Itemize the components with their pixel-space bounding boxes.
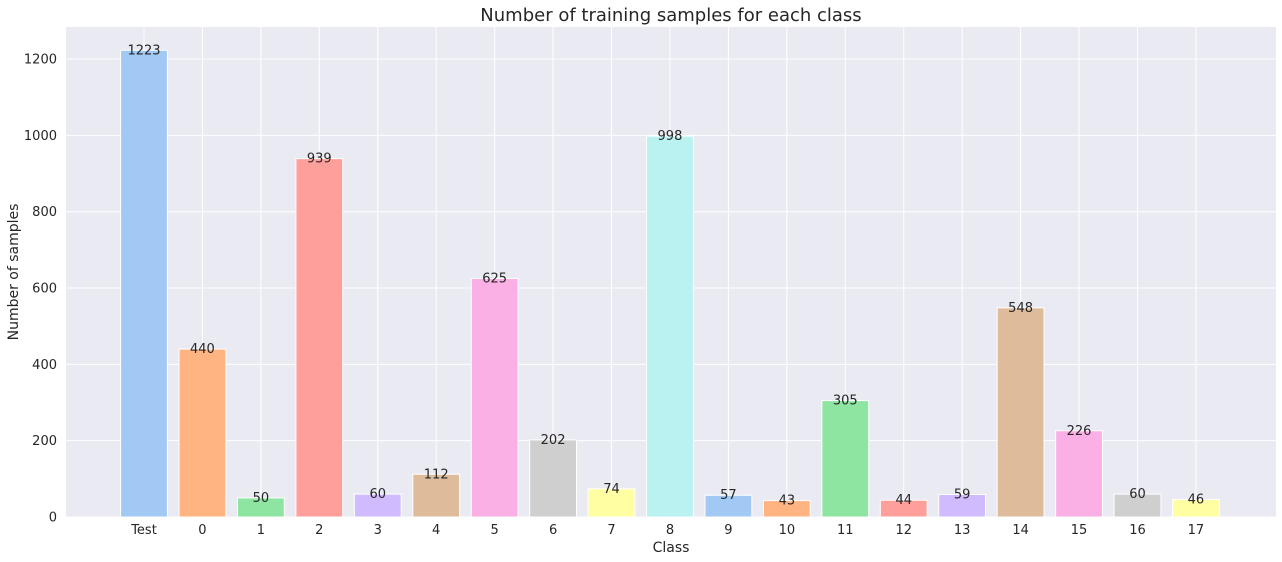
y-tick-label: 1200 bbox=[24, 53, 57, 68]
bar-6 bbox=[529, 439, 577, 518]
x-tick-label: 12 bbox=[895, 523, 912, 538]
x-tick-label: 8 bbox=[666, 523, 674, 538]
data-label: 625 bbox=[482, 271, 507, 286]
bar-7 bbox=[587, 488, 636, 518]
data-label: 440 bbox=[190, 342, 215, 357]
data-label: 305 bbox=[833, 394, 858, 409]
y-tick-label: 0 bbox=[49, 511, 57, 526]
x-tick-label: 6 bbox=[549, 523, 557, 538]
bar-13 bbox=[938, 493, 987, 518]
x-tick-label: 1 bbox=[257, 523, 265, 538]
x-tick-label: 16 bbox=[1129, 523, 1146, 538]
x-tick-label: 5 bbox=[490, 523, 498, 538]
data-label: 50 bbox=[253, 491, 270, 506]
bar-2 bbox=[295, 158, 344, 518]
y-axis-ticks: 0 200 400 600 800 1000 1200 bbox=[24, 53, 57, 526]
data-label: 57 bbox=[720, 488, 737, 503]
data-label: 59 bbox=[954, 487, 971, 502]
bar-12 bbox=[879, 499, 928, 518]
data-label: 60 bbox=[369, 487, 386, 502]
x-axis-ticks: Test 0 1 2 3 4 5 6 7 8 9 10 11 12 13 14 15 16 17 bbox=[130, 523, 1204, 538]
bar-8 bbox=[646, 135, 694, 518]
y-tick-label: 800 bbox=[32, 205, 57, 220]
data-label: 43 bbox=[779, 494, 796, 509]
bar-11 bbox=[821, 400, 870, 518]
data-label: 548 bbox=[1008, 301, 1033, 316]
y-tick-label: 200 bbox=[32, 434, 57, 449]
data-label: 46 bbox=[1188, 492, 1205, 507]
bar-17 bbox=[1172, 498, 1220, 518]
x-tick-label: 13 bbox=[954, 523, 971, 538]
y-tick-label: 600 bbox=[32, 282, 57, 297]
data-label: 226 bbox=[1067, 424, 1092, 439]
bar-test bbox=[120, 49, 168, 518]
x-tick-label: 10 bbox=[779, 523, 796, 538]
data-label: 74 bbox=[603, 482, 620, 497]
bar-9 bbox=[704, 494, 753, 518]
bar-14 bbox=[996, 307, 1045, 518]
bar-0 bbox=[178, 348, 227, 518]
chart-title: Number of training samples for each clas… bbox=[480, 5, 861, 26]
x-tick-label: 0 bbox=[198, 523, 206, 538]
bar-15 bbox=[1055, 430, 1103, 518]
data-label: 939 bbox=[307, 152, 332, 167]
x-tick-label: Test bbox=[130, 523, 157, 538]
x-tick-label: 14 bbox=[1012, 523, 1029, 538]
x-tick-label: 11 bbox=[837, 523, 854, 538]
x-axis-label: Class bbox=[653, 540, 690, 556]
data-label: 998 bbox=[658, 129, 683, 144]
bar-4 bbox=[412, 473, 461, 518]
bars bbox=[120, 49, 1220, 518]
bar-10 bbox=[762, 500, 811, 518]
x-tick-label: 17 bbox=[1188, 523, 1205, 538]
y-tick-label: 400 bbox=[32, 358, 57, 373]
x-tick-label: 4 bbox=[432, 523, 440, 538]
data-label: 202 bbox=[541, 433, 566, 448]
bar-16 bbox=[1113, 493, 1162, 518]
bar-3 bbox=[353, 493, 402, 518]
x-tick-label: 3 bbox=[374, 523, 382, 538]
data-label: 60 bbox=[1129, 487, 1146, 502]
x-tick-label: 9 bbox=[724, 523, 732, 538]
x-tick-label: 2 bbox=[315, 523, 323, 538]
data-label: 1223 bbox=[127, 43, 160, 58]
bar-1 bbox=[236, 497, 285, 518]
x-tick-label: 7 bbox=[607, 523, 615, 538]
data-label: 44 bbox=[895, 493, 912, 508]
y-tick-label: 1000 bbox=[24, 129, 57, 144]
data-label: 112 bbox=[424, 467, 449, 482]
y-axis-label: Number of samples bbox=[6, 204, 22, 341]
bar-5 bbox=[470, 277, 519, 518]
data-labels: 1223 440 50 939 60 112 625 202 74 998 57 43 305 44 59 5… bbox=[127, 43, 1204, 508]
x-tick-label: 15 bbox=[1071, 523, 1088, 538]
